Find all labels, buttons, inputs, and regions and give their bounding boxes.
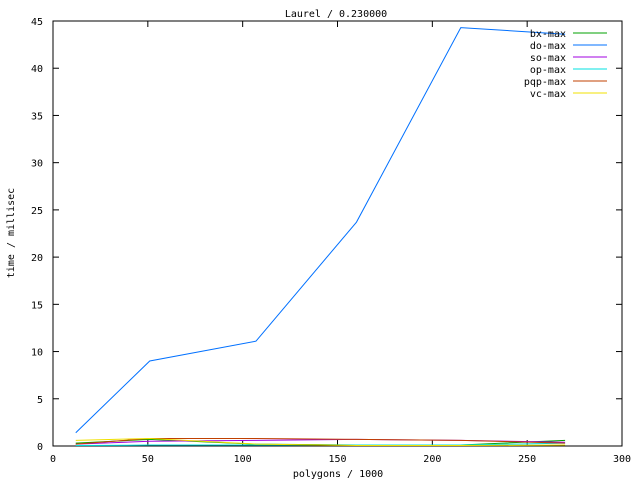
y-tick-label: 35 — [31, 111, 43, 122]
legend-label: bx-max — [530, 29, 566, 40]
x-tick-label: 150 — [328, 454, 346, 465]
y-tick-label: 10 — [31, 348, 43, 359]
series-line-vc-max — [75, 437, 566, 447]
y-tick-label: 5 — [37, 395, 43, 406]
x-tick-label: 300 — [613, 454, 631, 465]
legend-label: op-max — [530, 65, 566, 76]
x-axis-label: polygons / 1000 — [293, 469, 383, 480]
y-tick-label: 45 — [31, 17, 43, 28]
y-axis-label: time / millisec — [6, 188, 17, 278]
legend-label: pqp-max — [524, 77, 566, 88]
x-tick-label: 0 — [50, 454, 56, 465]
y-tick-label: 30 — [31, 159, 43, 170]
x-tick-label: 50 — [142, 454, 154, 465]
x-tick-label: 100 — [234, 454, 252, 465]
legend-label: vc-max — [530, 89, 566, 100]
chart-title: Laurel / 0.230000 — [285, 9, 387, 20]
legend-label: do-max — [530, 41, 566, 52]
series-line-pqp-max — [75, 437, 566, 445]
x-tick-label: 200 — [423, 454, 441, 465]
y-tick-label: 15 — [31, 300, 43, 311]
y-tick-label: 25 — [31, 206, 43, 217]
series-line-do-max — [75, 27, 566, 434]
y-tick-label: 40 — [31, 64, 43, 75]
y-tick-label: 0 — [37, 442, 43, 453]
y-tick-label: 20 — [31, 253, 43, 264]
x-tick-label: 250 — [518, 454, 536, 465]
legend-label: so-max — [530, 53, 566, 64]
